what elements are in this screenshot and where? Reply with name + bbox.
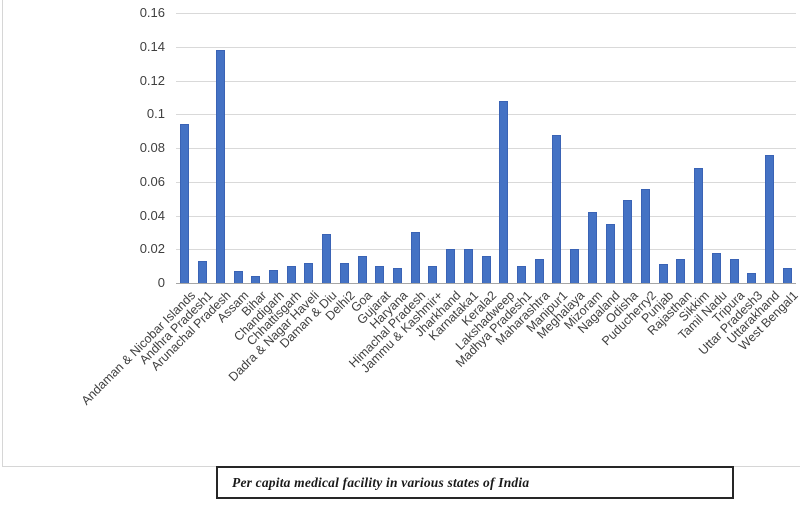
- bar: [357, 256, 367, 283]
- y-gridline: [176, 215, 796, 217]
- y-gridline: [176, 13, 796, 14]
- y-gridline: [176, 249, 796, 251]
- bar: [428, 266, 438, 283]
- bar: [322, 234, 332, 283]
- bar: [215, 50, 225, 283]
- bar: [268, 269, 278, 283]
- bar: [552, 134, 562, 283]
- bar: [729, 259, 739, 283]
- bar: [286, 266, 296, 283]
- caption-box: Per capita medical facility in various s…: [216, 466, 734, 499]
- bar: [534, 259, 544, 283]
- bar: [711, 252, 721, 283]
- chart-frame: 0 0.02 0.04 0.06 0.08 0.1 0.12 0.14 0.16 Andaman…: [2, 0, 800, 467]
- bar: [782, 267, 792, 283]
- y-gridline: [176, 148, 796, 149]
- bar: [658, 264, 668, 283]
- bar: [233, 271, 243, 283]
- y-tick-label: 0.06: [139, 173, 165, 189]
- bar: [764, 154, 774, 283]
- bar: [198, 261, 208, 283]
- bar: [251, 276, 261, 283]
- y-gridline: [176, 181, 796, 183]
- y-tick-label: 0.02: [139, 241, 165, 257]
- bar: [516, 266, 526, 283]
- y-tick-label: 0.04: [139, 207, 165, 223]
- bar: [446, 249, 456, 283]
- bar: [463, 249, 473, 283]
- bar: [623, 200, 633, 283]
- bar: [410, 232, 420, 283]
- y-tick-label: 0.12: [139, 72, 165, 88]
- y-tick-label: 0.16: [139, 5, 165, 20]
- bar: [375, 266, 385, 283]
- bar: [570, 249, 580, 283]
- y-tick-label: 0.08: [139, 140, 165, 155]
- y-gridline: [176, 80, 796, 82]
- x-axis-line: [176, 283, 796, 284]
- y-tick-label: 0.14: [139, 38, 165, 54]
- bar: [587, 212, 597, 283]
- bar: [605, 223, 615, 283]
- bar: [676, 259, 686, 283]
- y-gridline: [176, 114, 796, 116]
- bar: [747, 272, 757, 283]
- bar: [640, 188, 650, 283]
- bar: [481, 256, 491, 283]
- y-gridline: [176, 46, 796, 48]
- y-tick-label: 0: [157, 275, 165, 290]
- bar: [392, 267, 402, 283]
- plot-area: [176, 13, 796, 284]
- y-tick-label: 0.1: [146, 106, 165, 122]
- bar: [180, 124, 190, 283]
- bar: [499, 100, 509, 283]
- bar: [694, 168, 704, 283]
- chart-caption: Per capita medical facility in various s…: [232, 474, 530, 490]
- bar: [339, 262, 349, 283]
- bar: [304, 262, 314, 283]
